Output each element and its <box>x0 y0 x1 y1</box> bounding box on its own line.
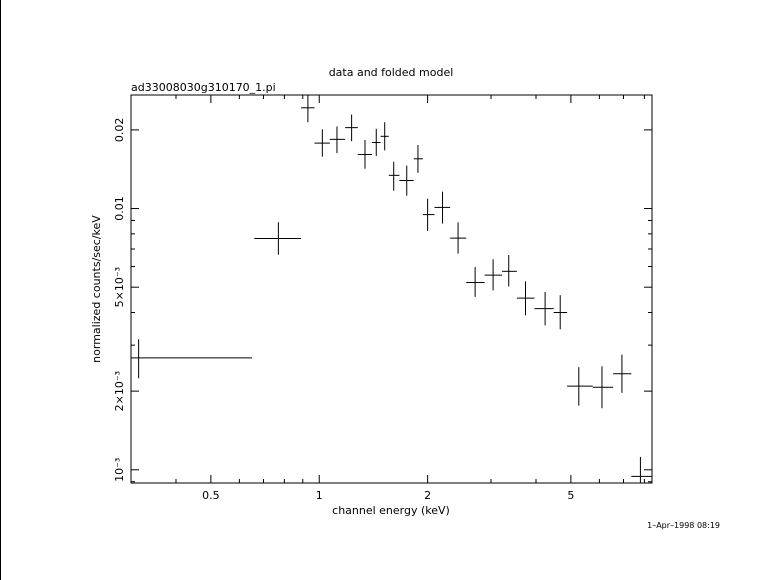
data-point <box>631 456 652 483</box>
data-point <box>613 354 632 393</box>
data-point <box>314 129 330 157</box>
y-axis-label: normalized counts/sec/keV <box>90 215 103 363</box>
data-point <box>484 259 503 291</box>
data-point <box>371 128 381 156</box>
data-point <box>301 95 315 123</box>
y-tick-label: 5×10⁻³ <box>113 267 126 307</box>
chart-subtitle: ad33008030g310170_1.pi <box>131 81 276 94</box>
data-point <box>357 139 372 169</box>
data-point <box>502 254 517 287</box>
y-tick-label: 0.01 <box>113 196 126 221</box>
data-point <box>434 191 451 224</box>
data-points <box>131 95 652 483</box>
data-point <box>567 367 593 406</box>
plot-frame <box>130 94 653 484</box>
data-point <box>399 165 414 196</box>
axis-tick-labels: 0.5 1 2 5 10⁻³ 2×10⁻³ 5×10⁻³ 0.01 0.02 <box>113 118 574 502</box>
data-point <box>380 122 389 151</box>
window-left-border <box>0 0 1 580</box>
data-point <box>388 161 400 191</box>
data-point <box>553 295 568 330</box>
data-point <box>413 145 423 173</box>
data-point <box>450 222 467 254</box>
data-point <box>534 292 554 326</box>
x-tick-label: 2 <box>424 489 431 502</box>
timestamp: 1–Apr–1998 08:19 <box>647 521 720 530</box>
data-point <box>254 222 302 255</box>
x-tick-label: 1 <box>316 489 323 502</box>
y-tick-label: 10⁻³ <box>113 458 126 482</box>
chart-title: data and folded model <box>329 66 454 79</box>
x-tick-label: 0.5 <box>202 489 220 502</box>
data-point <box>466 267 485 297</box>
x-tick-label: 5 <box>567 489 574 502</box>
axis-ticks <box>130 95 652 483</box>
data-point <box>516 281 535 316</box>
y-tick-label: 2×10⁻³ <box>113 371 126 411</box>
data-point <box>422 198 435 231</box>
data-point <box>592 366 614 409</box>
data-point <box>345 114 358 142</box>
data-point <box>131 339 252 379</box>
y-tick-label: 0.02 <box>113 118 126 143</box>
data-point <box>329 126 346 154</box>
x-axis-label: channel energy (keV) <box>332 504 450 517</box>
